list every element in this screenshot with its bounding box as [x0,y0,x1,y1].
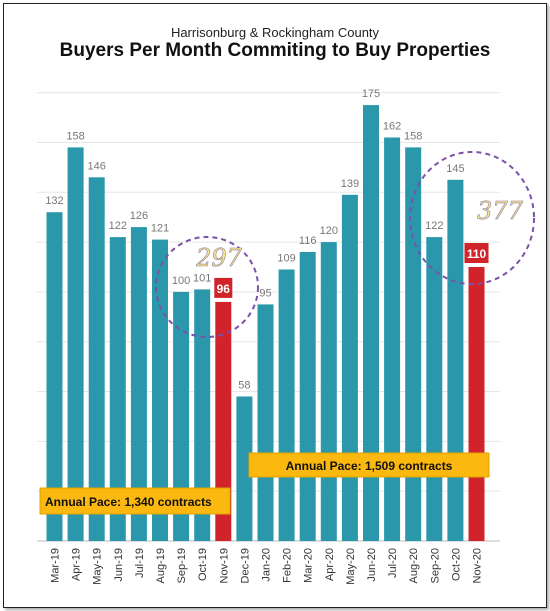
x-tick-label-jul-19: Jul-19 [134,548,146,578]
bar-aug-20 [405,147,422,541]
bar-jul-19 [130,227,147,541]
x-tick-label-may-19: May-19 [92,548,104,585]
bar-may-19 [88,177,105,542]
x-tick-label-mar-20: Mar-20 [303,548,315,583]
value-label-aug-20: 158 [404,130,422,142]
value-label-mar-20: 116 [299,235,317,247]
x-tick-label-sep-20: Sep-20 [429,548,441,583]
value-label-sep-19: 100 [172,275,190,287]
bar-mar-19 [46,212,63,541]
value-label-jun-19: 122 [109,220,127,232]
x-tick-label-jun-20: Jun-20 [366,548,378,582]
chart-title: Buyers Per Month Commiting to Buy Proper… [59,40,491,61]
x-tick-label-apr-20: Apr-20 [324,548,336,581]
bar-nov-19 [215,301,232,541]
value-label-bg-nov-20 [464,243,489,263]
bar-feb-20 [278,269,295,541]
bar-sep-19 [173,291,190,541]
bar-may-20 [341,194,358,542]
bar-apr-19 [67,147,84,541]
value-label-dec-19: 58 [238,380,250,392]
x-tick-label-dec-19: Dec-19 [239,548,251,583]
handwritten-297: 297 [195,244,243,272]
bar-oct-20 [447,179,464,542]
value-label-nov-20: 110 [467,247,487,261]
x-tick-label-jul-20: Jul-20 [387,548,399,578]
handwritten-377: 377 [477,197,524,225]
pace-circle-2020 [409,151,535,285]
pace-circle-2019 [155,236,259,338]
value-label-may-20: 139 [341,178,359,190]
bar-oct-19 [194,289,211,541]
value-label-jan-20: 95 [259,287,271,299]
bar-dec-19 [236,396,253,541]
bar-jun-20 [363,105,379,541]
value-label-bg-nov-19 [214,277,233,298]
value-label-apr-20: 120 [320,225,338,237]
bar-jul-20 [384,137,401,541]
value-label-aug-19: 121 [151,223,169,235]
value-label-sep-20: 122 [425,220,443,232]
value-label-jun-20: 175 [362,88,380,100]
x-tick-label-mar-19: Mar-19 [50,548,62,583]
bar-sep-20 [426,237,443,541]
x-tick-label-nov-19: Nov-19 [218,548,230,583]
chart-subtitle: Harrisonburg & Rockingham County [170,25,380,40]
bar-nov-20 [468,267,485,541]
value-label-mar-19: 132 [45,195,63,207]
x-tick-label-apr-19: Apr-19 [71,548,83,581]
value-label-oct-20: 145 [446,163,464,175]
value-label-jul-19: 126 [130,210,148,222]
x-tick-label-jun-19: Jun-19 [113,548,125,582]
x-tick-label-nov-20: Nov-20 [472,548,484,583]
x-tick-label-aug-20: Aug-20 [408,548,420,583]
annual-pace-2020-label: Annual Pace: 1,509 contracts [286,459,453,473]
value-label-apr-19: 158 [66,130,84,142]
value-label-may-19: 146 [88,160,106,172]
x-tick-label-jan-20: Jan-20 [261,548,273,582]
bar-apr-20 [320,242,337,541]
x-tick-label-may-20: May-20 [345,548,357,585]
x-tick-label-oct-19: Oct-19 [197,548,209,581]
x-tick-label-oct-20: Oct-20 [450,548,462,581]
value-label-feb-20: 109 [277,253,295,265]
annual-pace-2019-box [39,487,231,515]
x-tick-label-feb-20: Feb-20 [282,548,294,583]
bar-jan-20 [257,304,274,541]
bar-mar-20 [299,252,316,541]
x-tick-label-aug-19: Aug-19 [155,548,167,583]
value-label-nov-19: 96 [217,282,231,296]
bar-jun-19 [109,237,126,541]
value-label-jul-20: 162 [383,121,401,133]
annual-pace-2020-box [248,452,490,478]
annual-pace-2019-label: Annual Pace: 1,340 contracts [45,495,212,509]
x-tick-label-sep-19: Sep-19 [176,548,188,583]
value-label-oct-19: 101 [193,272,211,284]
